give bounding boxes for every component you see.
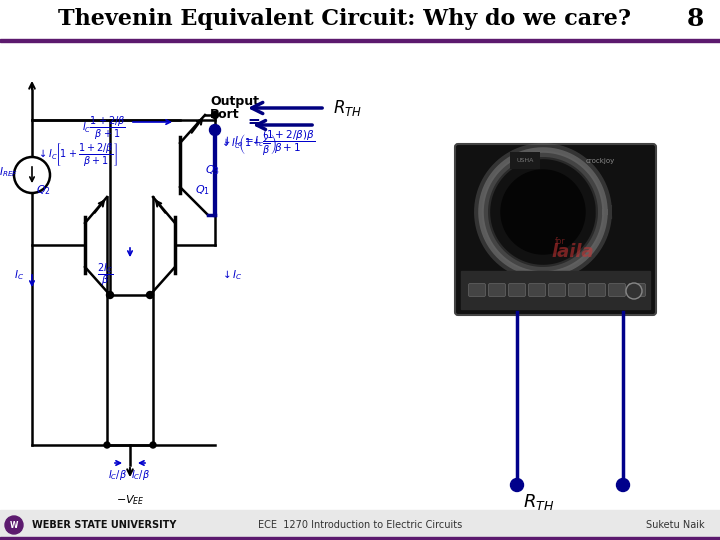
FancyBboxPatch shape	[508, 284, 526, 296]
Circle shape	[626, 283, 642, 299]
Circle shape	[616, 478, 629, 491]
FancyBboxPatch shape	[469, 284, 485, 296]
FancyBboxPatch shape	[549, 284, 565, 296]
Text: crockjoy: crockjoy	[585, 158, 615, 164]
Text: $\downarrow I_C$: $\downarrow I_C$	[220, 268, 243, 282]
Circle shape	[107, 292, 114, 299]
Text: $I_{REF}$: $I_{REF}$	[0, 165, 17, 179]
FancyBboxPatch shape	[569, 284, 585, 296]
Text: $Q_2$: $Q_2$	[36, 183, 51, 197]
Text: WEBER STATE UNIVERSITY: WEBER STATE UNIVERSITY	[32, 520, 176, 530]
Circle shape	[212, 111, 218, 118]
Text: $I_C/\beta$: $I_C/\beta$	[109, 468, 127, 482]
Text: ECE  1270 Introduction to Electric Circuits: ECE 1270 Introduction to Electric Circui…	[258, 520, 462, 530]
Text: 8: 8	[686, 7, 703, 31]
FancyBboxPatch shape	[608, 284, 626, 296]
Circle shape	[210, 125, 220, 136]
Circle shape	[104, 442, 110, 448]
Text: $\downarrow I_C\!\left(1+\dfrac{2}{\beta}\right)$: $\downarrow I_C\!\left(1+\dfrac{2}{\beta…	[220, 132, 276, 158]
Text: $R_{TH}$: $R_{TH}$	[333, 98, 362, 118]
Text: $-V_{EE}$: $-V_{EE}$	[116, 493, 145, 507]
Text: Suketu Naik: Suketu Naik	[647, 520, 705, 530]
Circle shape	[510, 478, 523, 491]
Text: for: for	[554, 238, 565, 246]
Circle shape	[150, 442, 156, 448]
Text: $\downarrow I_C\!\left[1+\dfrac{1+2/\beta}{\beta+1}\right]$: $\downarrow I_C\!\left[1+\dfrac{1+2/\bet…	[37, 141, 118, 168]
Text: USHA: USHA	[516, 158, 534, 163]
FancyBboxPatch shape	[629, 284, 646, 296]
Text: $I_C/\beta$: $I_C/\beta$	[132, 468, 150, 482]
Circle shape	[146, 292, 153, 299]
Text: $\dfrac{2I_C}{\beta}$: $\dfrac{2I_C}{\beta}$	[97, 261, 113, 288]
Text: Output: Output	[210, 96, 259, 109]
FancyBboxPatch shape	[488, 284, 505, 296]
Text: $I_C$: $I_C$	[14, 268, 24, 282]
FancyBboxPatch shape	[588, 284, 606, 296]
Text: $Q_1$: $Q_1$	[195, 183, 210, 197]
Bar	[0, 537, 720, 540]
FancyBboxPatch shape	[455, 144, 656, 315]
Bar	[0, 510, 720, 540]
Circle shape	[14, 157, 50, 193]
Text: $Q_3$: $Q_3$	[205, 163, 220, 177]
Text: $I_C \dfrac{1+2/\beta}{\beta+1}$: $I_C \dfrac{1+2/\beta}{\beta+1}$	[82, 114, 126, 141]
Text: W: W	[10, 521, 18, 530]
Text: $R_{TH}$: $R_{TH}$	[523, 492, 554, 512]
FancyBboxPatch shape	[528, 284, 546, 296]
Circle shape	[5, 516, 23, 534]
Circle shape	[501, 170, 585, 254]
Text: Port: Port	[210, 107, 240, 120]
Text: $\downarrow\, I_o = I_c \dfrac{(1+2/\beta)\beta}{\beta+1}$: $\downarrow\, I_o = I_c \dfrac{(1+2/\bet…	[220, 129, 315, 156]
Bar	[0, 39, 720, 42]
Text: =: =	[247, 114, 260, 130]
Text: Thevenin Equivalent Circuit: Why do we care?: Thevenin Equivalent Circuit: Why do we c…	[58, 8, 631, 30]
Text: laila: laila	[552, 243, 594, 261]
Bar	[461, 271, 650, 309]
